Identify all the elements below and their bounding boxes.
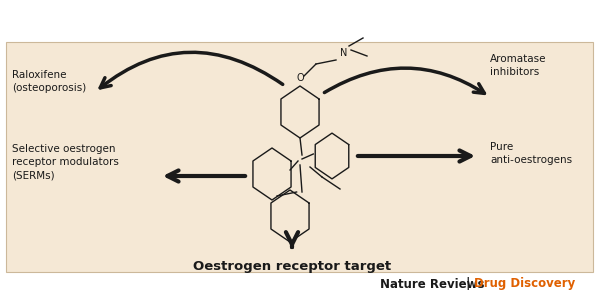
Text: Aromatase
inhibitors: Aromatase inhibitors — [490, 54, 547, 77]
Text: Drug Discovery: Drug Discovery — [474, 278, 575, 291]
Text: |: | — [462, 278, 475, 291]
Text: Nature Reviews: Nature Reviews — [380, 278, 485, 291]
Text: Pure
anti-oestrogens: Pure anti-oestrogens — [490, 142, 572, 165]
Text: N: N — [340, 48, 347, 58]
Text: O: O — [296, 73, 304, 83]
Text: Oestrogen receptor target: Oestrogen receptor target — [193, 260, 391, 273]
Text: Raloxifene
(osteoporosis): Raloxifene (osteoporosis) — [12, 70, 86, 93]
FancyBboxPatch shape — [6, 42, 593, 272]
Text: Selective oestrogen
receptor modulators
(SERMs): Selective oestrogen receptor modulators … — [12, 144, 119, 180]
